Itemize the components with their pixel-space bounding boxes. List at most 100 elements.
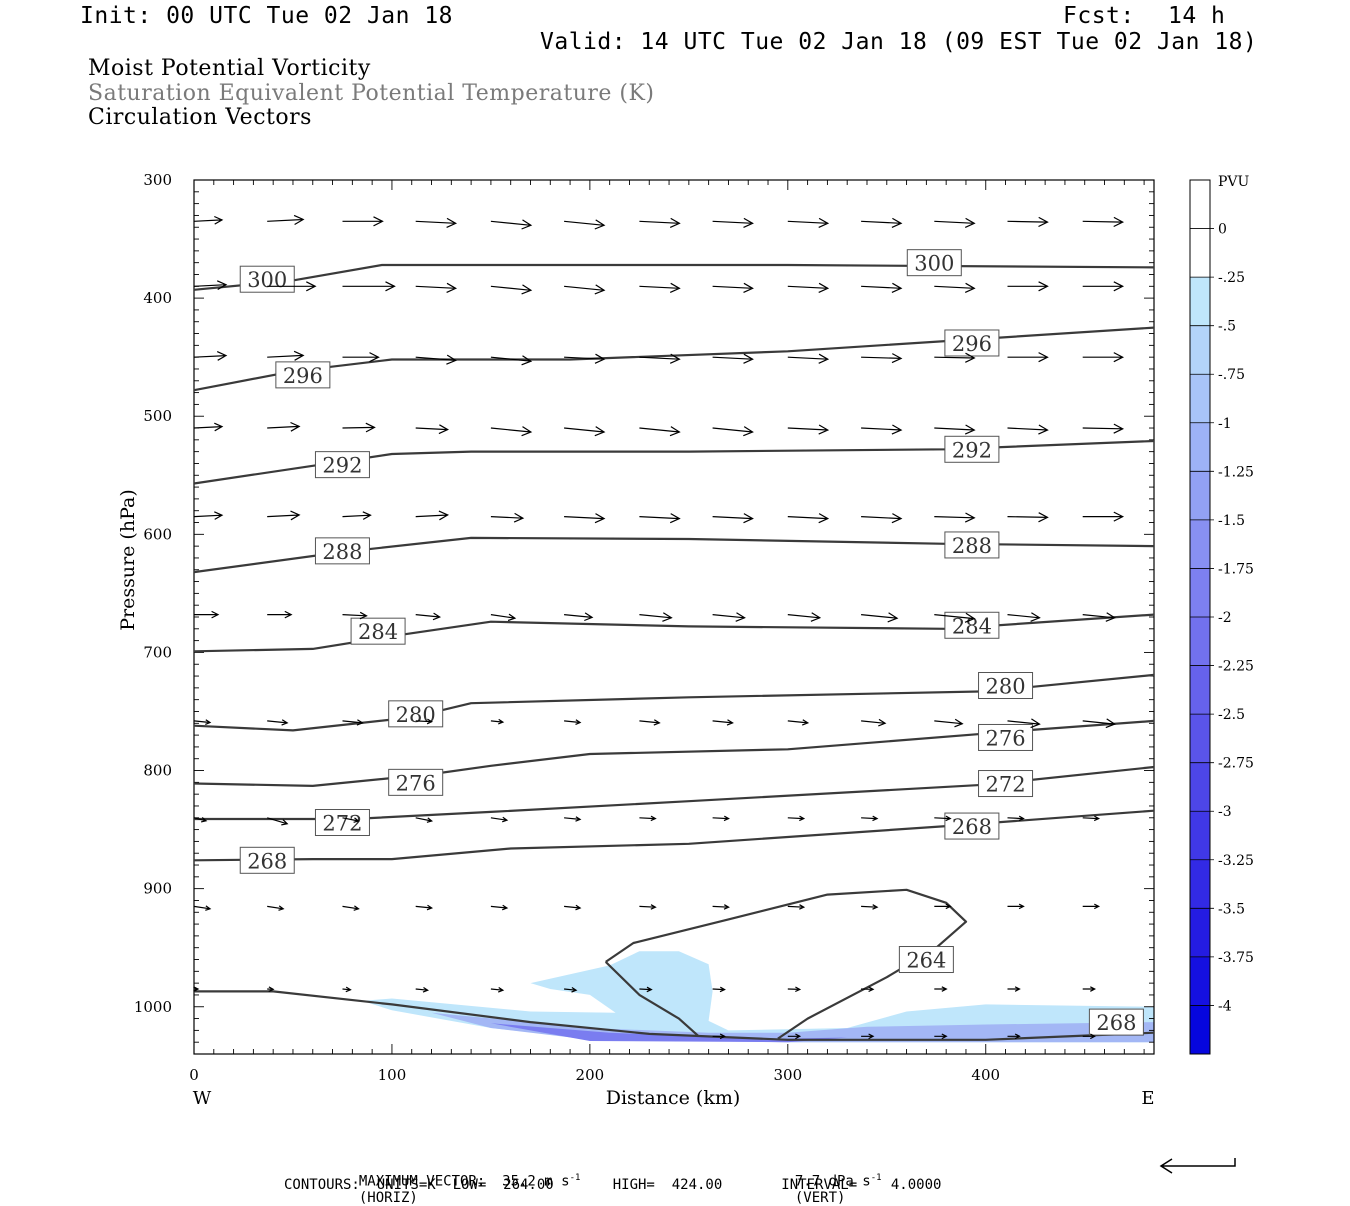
contour-label: 276 (985, 726, 1025, 750)
contour-label-box (978, 723, 1034, 751)
circulation-vector (1007, 352, 1049, 363)
circulation-vector (787, 353, 830, 364)
contour-label-box (275, 361, 331, 389)
circulation-vector (1007, 815, 1025, 822)
contour-label-box (978, 672, 1034, 700)
circulation-vector (342, 352, 380, 363)
circulation-vector (861, 718, 887, 727)
circulation-vector (712, 217, 754, 228)
colorbar-swatch (1190, 859, 1210, 909)
circulation-vector (787, 904, 806, 910)
circulation-vector (490, 512, 525, 523)
circulation-vector (861, 904, 879, 910)
colorbar-swatch (1190, 471, 1210, 520)
mpv-shading (490, 1023, 848, 1043)
circulation-vector (1082, 612, 1117, 622)
contour-label: 280 (985, 675, 1025, 699)
circulation-vector (934, 986, 948, 992)
circulation-vector (712, 513, 754, 524)
field-title-thetaes: Saturation Equivalent Potential Temperat… (88, 81, 655, 106)
x-tick-label: 400 (971, 1066, 1000, 1084)
y-axis-label: Pressure (hPa) (117, 489, 139, 631)
colorbar-label: -2.25 (1218, 659, 1254, 675)
circulation-vector (490, 816, 509, 823)
circulation-vector (564, 986, 578, 993)
x-tick-label: 200 (576, 1066, 605, 1084)
circulation-vector (639, 986, 653, 993)
colorbar-label: -.5 (1218, 319, 1236, 335)
circulation-vector (1007, 903, 1025, 910)
colorbar-label: -1.5 (1218, 513, 1245, 529)
contour-label-box (314, 451, 370, 479)
circulation-vector (712, 426, 754, 437)
circulation-vector (861, 513, 903, 524)
circulation-vector (1007, 986, 1021, 992)
contour-label: 284 (358, 620, 398, 644)
valid-time: Valid: 14 UTC Tue 02 Jan 18 (09 EST Tue … (540, 29, 1258, 55)
circulation-vector (267, 610, 293, 619)
circulation-vector (267, 281, 317, 292)
circulation-vector (490, 426, 533, 437)
circulation-vector (787, 986, 802, 993)
circulation-vector (564, 284, 606, 295)
circulation-vector (712, 719, 734, 726)
y-tick-label: 900 (143, 880, 172, 898)
circulation-vector (193, 215, 224, 225)
circulation-vector (1082, 216, 1125, 228)
circulation-vector (415, 904, 434, 911)
contour-label: 300 (914, 252, 954, 276)
circulation-vector (1082, 1033, 1096, 1040)
y-tick-label: 500 (143, 407, 172, 425)
circulation-vector (1007, 281, 1049, 292)
forecast-hour: 14 h (1168, 3, 1226, 29)
colorbar-swatch (1190, 325, 1210, 375)
contour-label: 272 (985, 773, 1025, 797)
circulation-vector (193, 280, 228, 291)
x-end-label-west: W (193, 1088, 212, 1109)
contour-label-box (314, 809, 370, 837)
circulation-vector (193, 422, 224, 432)
contour-label-box (944, 329, 1000, 357)
contour-label: 276 (396, 771, 436, 795)
x-axis-label: Distance (km) (606, 1087, 741, 1109)
colorbar-label: -3.5 (1218, 901, 1245, 917)
colorbar-label: -2 (1218, 610, 1232, 626)
colorbar-label: -.25 (1218, 270, 1245, 286)
contour-label-box (978, 770, 1034, 798)
circulation-vector (194, 610, 220, 619)
contour-label: 292 (952, 438, 992, 462)
contour-label: 268 (247, 849, 287, 873)
contour-info: CONTOURS: UNITS=K LOW= 264.00 HIGH= 424.… (284, 1177, 942, 1193)
circulation-vector (639, 513, 681, 524)
colorbar-swatch (1190, 568, 1210, 617)
circulation-vector (564, 353, 606, 364)
circulation-vector (787, 513, 830, 524)
circulation-vector (267, 719, 289, 726)
circulation-vector (490, 219, 533, 230)
circulation-vector (1082, 718, 1117, 729)
circulation-vector (415, 612, 442, 621)
circulation-vector (564, 904, 582, 911)
colorbar-label: -3.25 (1218, 853, 1254, 869)
colorbar-swatch (1190, 811, 1210, 860)
colorbar-label: -1 (1218, 416, 1232, 432)
colorbar-label: -1.75 (1218, 561, 1254, 577)
circulation-vector (342, 281, 396, 292)
x-tick-label: 100 (378, 1066, 407, 1084)
max-vector-value: MAXIMUM VECTOR: 35.2 m s (358, 1173, 570, 1190)
circulation-vector (564, 513, 606, 524)
circulation-vector (193, 719, 212, 725)
contour-line (193, 613, 1155, 653)
colorbar-label: 0 (1218, 222, 1227, 238)
circulation-vector (267, 817, 289, 826)
circulation-vector (787, 424, 830, 435)
circulation-vector (490, 613, 517, 622)
circulation-vector (934, 1033, 948, 1040)
circulation-vector (639, 353, 681, 364)
contour-label: 272 (322, 812, 362, 836)
circulation-vector (415, 718, 434, 725)
colorbar-swatch (1190, 180, 1210, 229)
circulation-vector (267, 905, 285, 911)
contour-label-box (906, 249, 962, 277)
x-tick-label: 300 (773, 1066, 802, 1084)
